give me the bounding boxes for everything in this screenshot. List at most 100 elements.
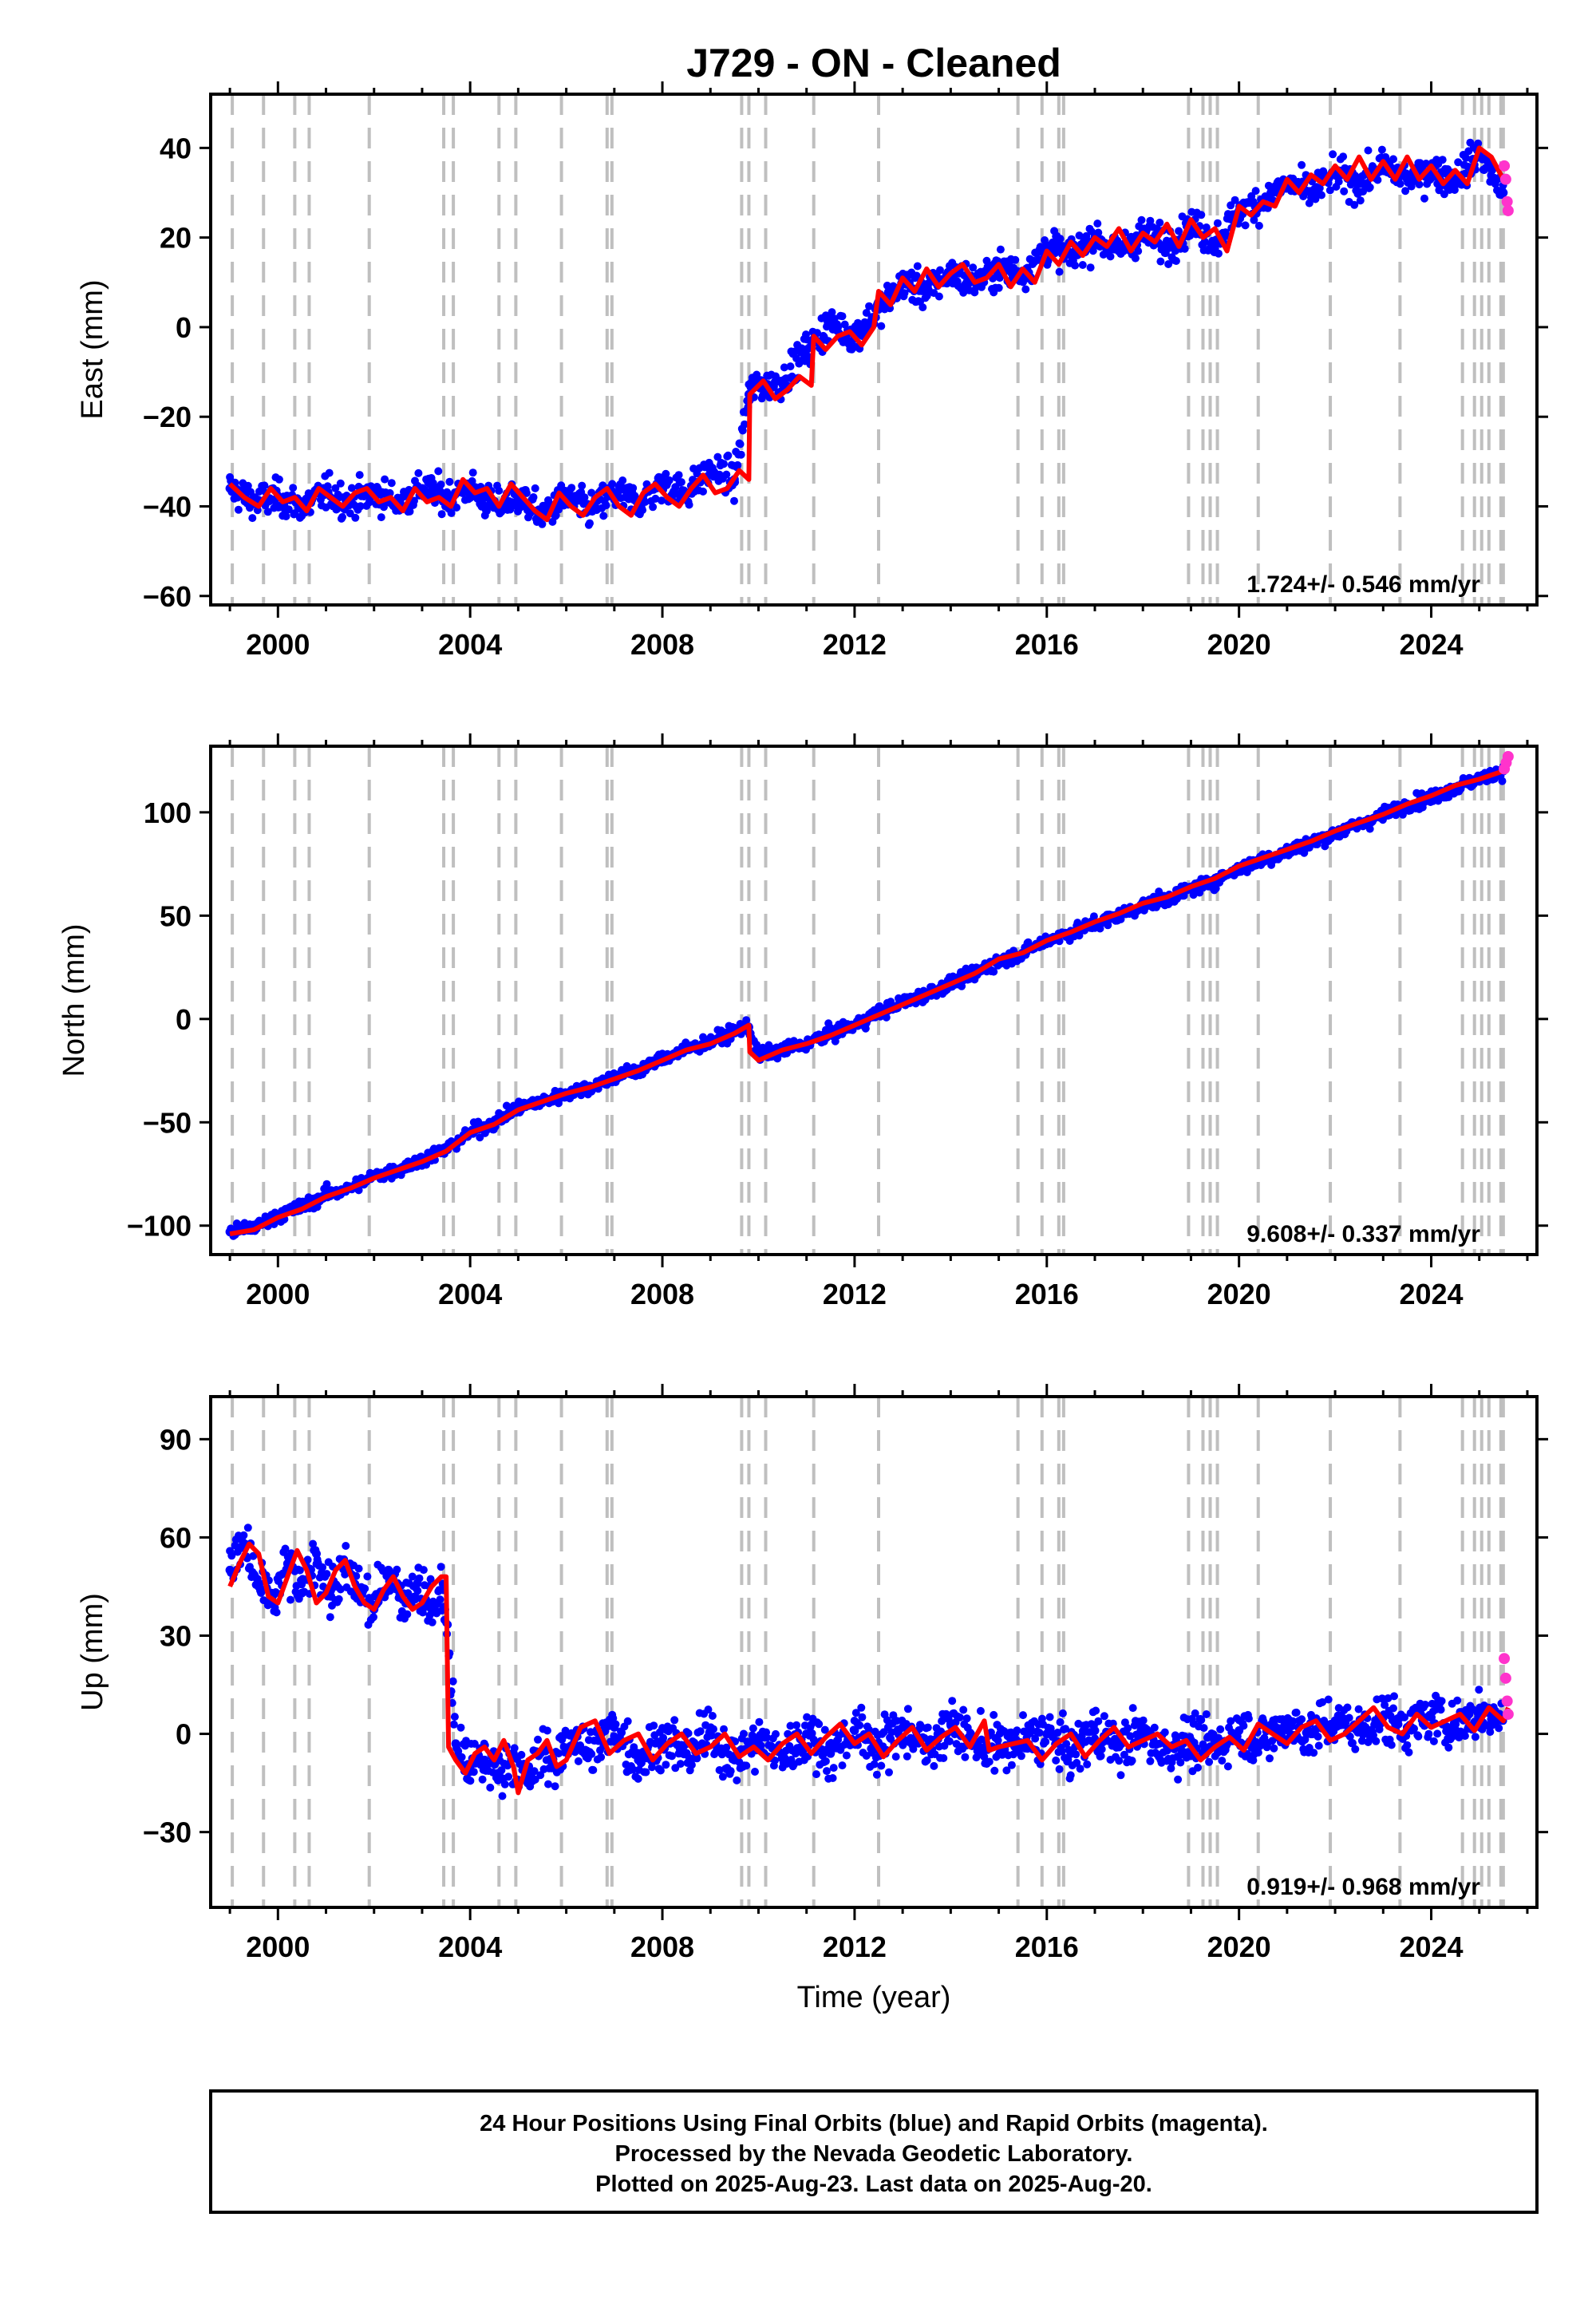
final-orbit-point bbox=[753, 1736, 763, 1745]
final-orbit-point bbox=[1191, 1709, 1199, 1717]
final-orbit-point bbox=[1017, 1752, 1025, 1761]
x-tick-label: 2012 bbox=[823, 1931, 887, 1963]
final-orbit-point bbox=[297, 1588, 306, 1598]
final-orbit-point bbox=[369, 1613, 377, 1622]
final-orbit-point bbox=[586, 1749, 595, 1758]
final-orbit-point bbox=[1128, 1704, 1137, 1713]
final-orbit-point bbox=[1244, 1714, 1253, 1723]
final-orbit-point bbox=[1213, 219, 1222, 227]
final-orbit-point bbox=[436, 1595, 444, 1604]
final-orbit-point bbox=[1186, 231, 1195, 240]
final-orbit-point bbox=[243, 1524, 252, 1532]
final-orbit-point bbox=[1131, 254, 1140, 263]
final-orbit-point bbox=[1115, 1757, 1124, 1765]
final-orbit-point bbox=[1404, 1748, 1413, 1757]
final-orbit-point bbox=[434, 467, 443, 476]
final-orbit-point bbox=[351, 513, 360, 522]
final-orbit-point bbox=[586, 519, 594, 528]
final-orbit-point bbox=[567, 1729, 576, 1739]
final-orbit-point bbox=[922, 287, 931, 296]
x-tick-label: 2020 bbox=[1207, 1931, 1271, 1963]
x-tick-label: 2000 bbox=[246, 1278, 310, 1310]
final-orbit-point bbox=[1075, 231, 1084, 240]
final-orbit-point bbox=[410, 496, 418, 505]
final-orbit-point bbox=[749, 1724, 757, 1733]
event-lines bbox=[231, 746, 1505, 1255]
final-orbit-point bbox=[1128, 1757, 1136, 1765]
final-orbit-point bbox=[838, 312, 847, 321]
final-orbit-point bbox=[295, 1566, 304, 1575]
final-orbit-point bbox=[662, 469, 670, 478]
final-orbit-point bbox=[1197, 1716, 1206, 1725]
final-orbit-point bbox=[1235, 1725, 1244, 1735]
final-orbit-point bbox=[1011, 255, 1020, 264]
final-orbit-point bbox=[1137, 215, 1146, 224]
y-tick-label: 0 bbox=[176, 1718, 192, 1751]
final-orbit-point bbox=[1194, 1763, 1202, 1772]
final-orbit-point bbox=[826, 1749, 836, 1758]
final-orbit-point bbox=[418, 1608, 427, 1617]
y-tick-label: −30 bbox=[143, 1816, 192, 1849]
final-orbit-point bbox=[1057, 1747, 1066, 1756]
y-tick-label: 0 bbox=[176, 1003, 192, 1036]
final-orbit-point bbox=[838, 1761, 847, 1770]
final-orbit-point bbox=[1401, 187, 1410, 196]
final-orbit-point bbox=[1421, 1701, 1430, 1709]
final-orbit-point bbox=[1202, 223, 1211, 231]
final-orbit-point bbox=[1258, 1736, 1268, 1745]
final-orbit-point bbox=[1451, 175, 1460, 184]
final-orbit-point bbox=[326, 1591, 336, 1601]
final-orbit-point bbox=[334, 1595, 343, 1603]
plot-frame bbox=[209, 93, 1539, 607]
final-orbit-point bbox=[408, 1572, 417, 1581]
final-orbit-point bbox=[1329, 150, 1337, 159]
final-orbit-point bbox=[634, 1774, 642, 1783]
final-orbit-point bbox=[403, 1610, 412, 1618]
final-orbit-point bbox=[1205, 1757, 1214, 1766]
final-orbit-point bbox=[1071, 261, 1080, 270]
final-orbit-point bbox=[780, 363, 788, 372]
final-orbit-point bbox=[1007, 1761, 1016, 1769]
final-orbit-point bbox=[610, 1722, 619, 1732]
final-orbit-point bbox=[346, 509, 354, 518]
final-orbit-point bbox=[802, 1729, 812, 1739]
final-orbit-point bbox=[1055, 267, 1064, 276]
y-tick-label: −50 bbox=[143, 1106, 192, 1139]
x-tick-label: 2024 bbox=[1399, 1931, 1463, 1963]
final-orbit-point bbox=[786, 1721, 795, 1730]
final-orbit-point bbox=[1041, 1737, 1050, 1746]
final-orbit-point bbox=[1427, 1713, 1436, 1722]
final-orbit-point bbox=[638, 506, 647, 515]
final-orbit-point bbox=[1114, 246, 1124, 255]
final-orbit-point bbox=[599, 512, 608, 520]
final-orbit-point bbox=[994, 283, 1003, 292]
final-orbit-point bbox=[1356, 196, 1365, 205]
final-orbit-point bbox=[718, 1773, 727, 1781]
rapid-orbit-point bbox=[1499, 173, 1511, 185]
final-orbit-point bbox=[522, 488, 531, 497]
final-orbit-point bbox=[1266, 1754, 1274, 1763]
y-axis-title: Up (mm) bbox=[76, 1593, 109, 1711]
final-orbit-point bbox=[1139, 1716, 1148, 1725]
final-orbit-point bbox=[656, 1766, 665, 1775]
final-orbit-point bbox=[903, 1752, 911, 1761]
final-orbit-point bbox=[693, 1754, 701, 1763]
final-orbit-point bbox=[1345, 1732, 1354, 1741]
final-orbit-point bbox=[567, 484, 576, 492]
final-orbit-point bbox=[733, 460, 742, 469]
x-tick-label: 2020 bbox=[1207, 1278, 1271, 1310]
final-orbit-point bbox=[882, 1013, 891, 1022]
final-orbit-point bbox=[948, 1697, 957, 1705]
final-orbit-point bbox=[354, 1186, 363, 1195]
final-orbit-point bbox=[290, 509, 299, 518]
final-orbit-point bbox=[900, 289, 909, 298]
final-orbit-point bbox=[377, 513, 385, 522]
final-orbit-point bbox=[724, 451, 733, 460]
final-orbit-point bbox=[260, 481, 269, 490]
final-orbit-point bbox=[751, 1768, 759, 1776]
final-orbit-point bbox=[1298, 1715, 1306, 1724]
final-orbit-point bbox=[486, 1783, 495, 1792]
final-orbit-point bbox=[763, 1733, 772, 1742]
final-orbit-point bbox=[1223, 1762, 1232, 1771]
